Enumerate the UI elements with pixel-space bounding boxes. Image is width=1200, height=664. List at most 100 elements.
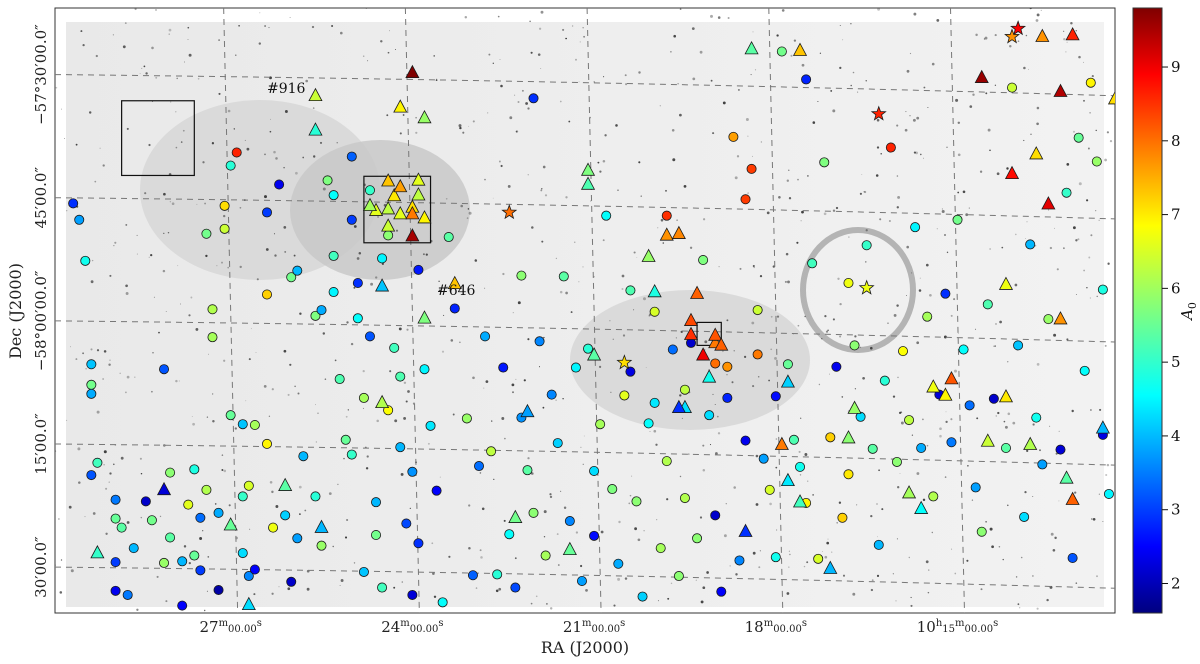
background-star (441, 350, 445, 353)
colorbar-gradient (1132, 7, 1163, 614)
nebula-glow-south (570, 290, 810, 430)
background-star (945, 411, 947, 413)
background-star (565, 291, 568, 295)
background-star (683, 185, 687, 188)
background-star (974, 328, 977, 330)
source-circle (371, 530, 382, 541)
background-star (625, 83, 628, 86)
background-star (923, 157, 924, 159)
background-star (750, 74, 752, 76)
background-star (676, 219, 678, 221)
region-box (696, 321, 722, 346)
ra-grid-line (404, 8, 420, 613)
background-star (1065, 51, 1067, 53)
background-star (345, 415, 348, 418)
source-circle (165, 532, 176, 543)
background-star (284, 110, 288, 113)
background-star (105, 487, 108, 490)
background-star (1096, 295, 1098, 298)
colorbar-title: A0 (1178, 302, 1199, 322)
background-star (527, 174, 529, 176)
source-circle (879, 375, 890, 386)
background-star (997, 411, 1000, 415)
background-star (151, 46, 154, 50)
background-star (599, 170, 602, 173)
background-star (657, 600, 659, 602)
source-star (1004, 28, 1020, 44)
background-star (896, 304, 899, 307)
background-star (527, 107, 530, 110)
background-star (580, 564, 583, 568)
source-triangle (1095, 420, 1110, 434)
background-star (638, 71, 641, 74)
background-star (468, 547, 471, 550)
background-star (768, 379, 770, 382)
source-circle (1079, 365, 1090, 376)
background-star (1036, 607, 1039, 610)
background-star (994, 34, 997, 37)
background-star (492, 62, 494, 64)
source-circle (237, 491, 248, 502)
background-star (953, 298, 956, 301)
ra-grid-line (586, 8, 602, 613)
background-star (169, 200, 172, 203)
background-star (191, 416, 193, 417)
background-star (188, 561, 191, 565)
background-star (1077, 238, 1080, 241)
source-triangle (1023, 436, 1038, 450)
background-star (216, 265, 218, 267)
x-tick-label: 27m00.00s (199, 618, 261, 636)
background-star (797, 324, 800, 327)
background-star (662, 242, 665, 244)
background-star (962, 190, 966, 194)
background-star (114, 241, 117, 244)
background-star (638, 161, 641, 164)
background-star (863, 190, 867, 194)
background-star (830, 89, 833, 92)
background-star (876, 146, 880, 149)
source-circle (601, 210, 612, 221)
background-star (284, 250, 287, 253)
background-star (1032, 575, 1034, 577)
background-star (438, 280, 440, 283)
source-circle (570, 362, 581, 373)
source-circle (86, 388, 97, 399)
background-star (238, 24, 240, 27)
background-star (541, 240, 544, 243)
background-star (1074, 491, 1077, 494)
source-triangle (387, 187, 402, 202)
background-star (445, 197, 448, 200)
background-star (710, 14, 713, 18)
source-circle (371, 497, 382, 508)
background-star (706, 571, 709, 574)
background-star (297, 392, 300, 395)
background-star (648, 314, 651, 317)
background-star (540, 10, 544, 14)
background-star (337, 483, 339, 486)
source-triangle (1059, 470, 1074, 484)
dec-grid-line (55, 566, 1115, 589)
source-circle (1000, 442, 1011, 453)
background-star (991, 545, 994, 549)
background-star (634, 527, 638, 531)
source-circle (589, 465, 600, 476)
background-star (511, 383, 515, 387)
background-star (1023, 139, 1025, 142)
background-star (1049, 246, 1053, 250)
source-circle (243, 480, 254, 491)
background-star (464, 15, 468, 19)
background-star (827, 538, 829, 540)
background-star (503, 519, 506, 522)
background-star (546, 603, 548, 605)
background-star (483, 387, 485, 389)
background-star (542, 406, 545, 409)
background-star (275, 505, 279, 508)
background-star (512, 312, 514, 314)
background-star (1007, 412, 1011, 416)
background-star (876, 118, 880, 122)
background-star (1066, 338, 1069, 341)
background-star (1063, 247, 1065, 250)
colorbar-tick-label: 7 (1171, 206, 1181, 224)
background-star (559, 290, 563, 294)
source-triangle (381, 173, 396, 187)
